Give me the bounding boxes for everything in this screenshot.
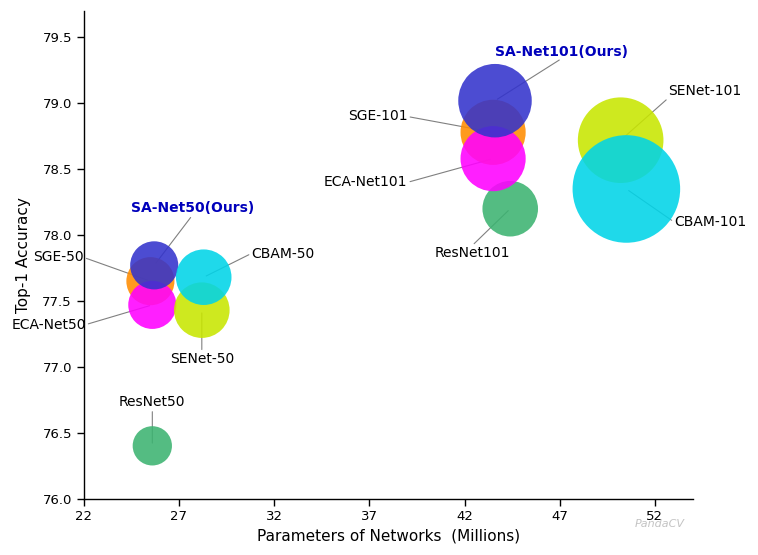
Text: CBAM-101: CBAM-101 — [674, 215, 746, 229]
Point — [489, 96, 501, 105]
Point — [146, 300, 158, 309]
Text: SA-Net101(Ours): SA-Net101(Ours) — [495, 44, 628, 58]
Text: SENet-50: SENet-50 — [170, 352, 234, 366]
Text: CBAM-50: CBAM-50 — [252, 246, 315, 260]
Point — [615, 136, 627, 145]
Text: ECA-Net50: ECA-Net50 — [11, 317, 86, 332]
Text: SGE-50: SGE-50 — [33, 250, 84, 264]
Text: ResNet50: ResNet50 — [119, 395, 186, 409]
Y-axis label: Top-1 Accuracy: Top-1 Accuracy — [16, 197, 31, 313]
Point — [620, 184, 632, 193]
X-axis label: Parameters of Networks  (Millions): Parameters of Networks (Millions) — [257, 529, 520, 544]
Point — [487, 128, 500, 137]
Point — [144, 277, 156, 286]
Point — [196, 306, 208, 315]
Point — [146, 441, 158, 450]
Text: SENet-101: SENet-101 — [669, 84, 741, 98]
Point — [487, 154, 500, 163]
Point — [504, 204, 516, 213]
Text: SGE-101: SGE-101 — [348, 109, 407, 124]
Text: ECA-Net101: ECA-Net101 — [324, 175, 407, 189]
Point — [198, 273, 210, 281]
Text: SA-Net50(Ours): SA-Net50(Ours) — [130, 201, 254, 215]
Text: ResNet101: ResNet101 — [434, 246, 510, 260]
Point — [148, 261, 160, 270]
Text: PandaCV: PandaCV — [634, 519, 684, 529]
